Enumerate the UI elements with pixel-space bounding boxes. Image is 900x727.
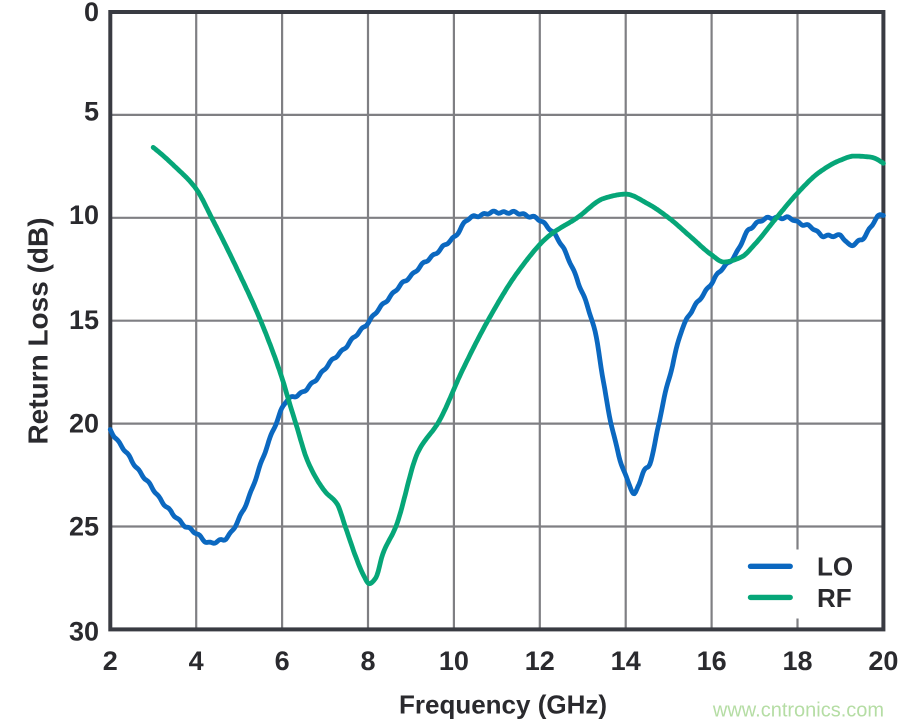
svg-text:30: 30 (69, 616, 99, 646)
svg-text:20: 20 (868, 646, 898, 676)
svg-text:5: 5 (84, 97, 99, 127)
svg-text:0: 0 (84, 0, 99, 27)
svg-text:Frequency (GHz): Frequency (GHz) (399, 690, 607, 720)
svg-text:8: 8 (360, 646, 375, 676)
svg-text:16: 16 (697, 646, 727, 676)
svg-text:10: 10 (439, 646, 469, 676)
svg-text:12: 12 (525, 646, 555, 676)
svg-text:6: 6 (275, 646, 290, 676)
svg-text:18: 18 (782, 646, 812, 676)
svg-text:20: 20 (69, 408, 99, 438)
svg-text:15: 15 (69, 305, 99, 335)
svg-text:Return Loss (dB): Return Loss (dB) (23, 217, 54, 444)
svg-text:4: 4 (189, 646, 204, 676)
svg-text:14: 14 (611, 646, 641, 676)
svg-text:www.cntronics.com: www.cntronics.com (712, 700, 884, 722)
svg-text:2: 2 (103, 646, 118, 676)
svg-text:RF: RF (817, 583, 852, 613)
svg-text:10: 10 (69, 200, 99, 230)
svg-text:LO: LO (817, 551, 853, 581)
svg-text:25: 25 (69, 511, 99, 541)
